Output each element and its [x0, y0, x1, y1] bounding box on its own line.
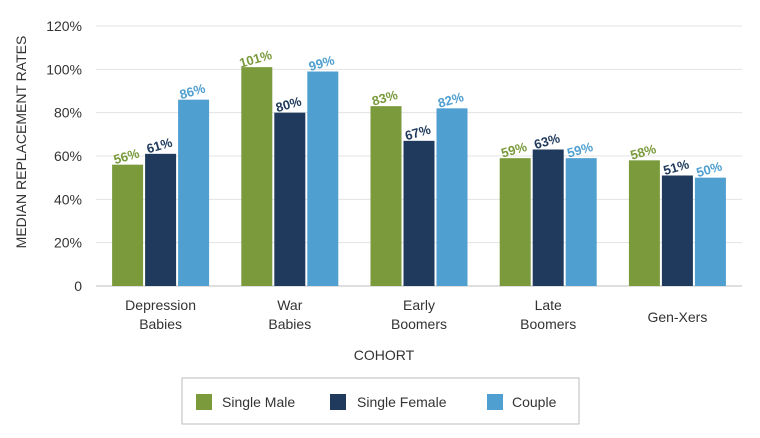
data-label: 51% — [662, 156, 692, 178]
y-tick-label: 0 — [74, 278, 82, 294]
data-label: 59% — [565, 139, 595, 161]
bar — [661, 175, 693, 286]
bar — [112, 164, 144, 286]
x-tick-label: Babies — [139, 316, 182, 332]
x-tick-label: Gen-Xers — [647, 309, 707, 325]
bar — [628, 160, 660, 286]
bar — [403, 140, 435, 286]
legend-frame — [181, 377, 580, 425]
data-label: 67% — [403, 122, 433, 144]
data-label: 101% — [238, 47, 275, 71]
x-tick-label: War — [277, 297, 302, 313]
bar — [694, 177, 726, 286]
x-tick-label: Boomers — [520, 316, 576, 332]
bar — [274, 112, 306, 287]
data-label: 80% — [274, 93, 304, 115]
data-label: 56% — [112, 145, 142, 167]
legend-label: Single Female — [357, 394, 447, 410]
legend-swatch — [330, 394, 346, 410]
x-tick-label: Babies — [268, 316, 311, 332]
data-label: 82% — [436, 89, 466, 111]
x-tick-label: Depression — [125, 297, 196, 313]
x-tick-label: Boomers — [391, 316, 447, 332]
y-tick-label: 80% — [54, 105, 82, 121]
y-axis-ticks: 0 20% 40% 60% 80% 100% 120% — [46, 18, 82, 294]
y-tick-label: 100% — [46, 61, 82, 77]
x-tick-label: Late — [535, 297, 562, 313]
bar — [436, 108, 468, 286]
y-tick-label: 120% — [46, 18, 82, 34]
bar — [241, 67, 273, 287]
bar — [370, 106, 402, 287]
y-axis-title: MEDIAN REPLACEMENT RATES — [13, 36, 29, 249]
bar — [499, 158, 531, 286]
data-label: 59% — [499, 139, 529, 161]
y-tick-label: 60% — [54, 148, 82, 164]
bars — [112, 67, 726, 287]
x-axis-categories: Depression Babies War Babies Early Boomers Lat… — [125, 297, 707, 332]
legend-swatch — [196, 394, 212, 410]
bar — [532, 149, 564, 286]
data-label: 63% — [532, 130, 562, 152]
legend: Single Male Single Female Couple — [181, 377, 580, 425]
bar — [565, 158, 597, 286]
y-tick-label: 20% — [54, 235, 82, 251]
data-label: 83% — [370, 87, 400, 109]
data-label: 86% — [178, 80, 208, 102]
legend-swatch — [487, 394, 503, 410]
legend-label: Couple — [512, 394, 557, 410]
bar — [307, 71, 339, 286]
x-axis-title: COHORT — [354, 347, 415, 363]
bar — [178, 99, 210, 287]
x-tick-label: Early — [403, 297, 435, 313]
bar — [145, 153, 177, 286]
legend-label: Single Male — [222, 394, 295, 410]
data-label: 99% — [307, 52, 337, 74]
data-label: 58% — [629, 141, 659, 163]
data-label: 61% — [145, 135, 175, 157]
data-label: 50% — [695, 158, 725, 180]
y-tick-label: 40% — [54, 191, 82, 207]
